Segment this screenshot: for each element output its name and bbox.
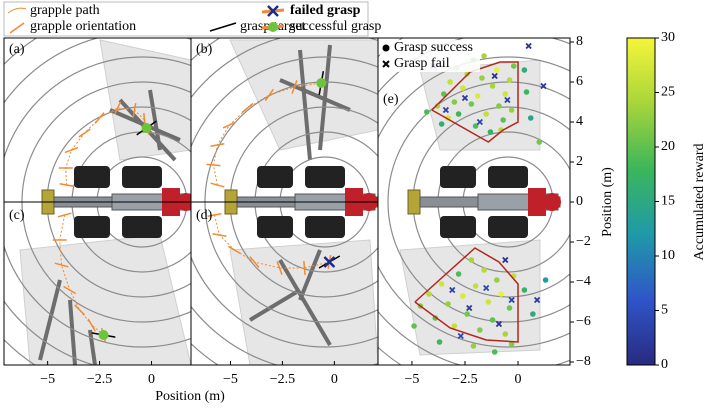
colorbar-tick-label: 15 bbox=[661, 194, 675, 209]
grasp-success-point bbox=[481, 53, 487, 59]
grasp-success-point bbox=[492, 349, 498, 355]
grasp-success-point bbox=[490, 83, 496, 89]
legend-label: successful grasp bbox=[290, 19, 381, 34]
grasp-success-point bbox=[530, 311, 536, 317]
x-tick-label: 0 bbox=[331, 372, 338, 387]
x-tick-label: −5 bbox=[40, 372, 55, 387]
grasp-fail-point bbox=[526, 44, 531, 49]
grasp-success-point bbox=[471, 343, 477, 349]
y-tick-label: 0 bbox=[576, 194, 583, 209]
grasp-success-point bbox=[460, 85, 466, 91]
y-tick-label: 8 bbox=[576, 34, 583, 49]
grasp-success-point bbox=[543, 277, 549, 283]
y-tick-label: −8 bbox=[576, 354, 591, 369]
grapple-orientation bbox=[206, 164, 220, 165]
grasp-success-point bbox=[486, 299, 492, 305]
y-tick-label: −2 bbox=[576, 234, 591, 249]
panel-label: (a) bbox=[9, 42, 25, 57]
legend-icon bbox=[268, 22, 278, 32]
grapple-orientation bbox=[223, 122, 236, 128]
x-tick-label: −5 bbox=[223, 372, 238, 387]
legend-icon bbox=[383, 45, 390, 52]
x-tick-label: −2.5 bbox=[270, 372, 295, 387]
grasp-success-point bbox=[469, 257, 475, 263]
grapple-orientation bbox=[65, 148, 78, 153]
colorbar-tick-label: 25 bbox=[661, 85, 675, 100]
y-tick-label: −6 bbox=[576, 314, 591, 329]
y-tick-label: −4 bbox=[576, 274, 591, 289]
grasp-success-point bbox=[494, 277, 500, 283]
grasp-success-point bbox=[439, 121, 445, 127]
panel-label: (c) bbox=[9, 208, 25, 223]
grasp-success-point bbox=[488, 129, 494, 135]
grasp-success-point bbox=[522, 287, 528, 293]
colorbar-tick-label: 0 bbox=[661, 357, 668, 372]
panel-label: (b) bbox=[196, 42, 213, 57]
panel-label: (d) bbox=[196, 208, 213, 223]
legend-label: failed grasp bbox=[290, 3, 361, 18]
grasp-success-point bbox=[473, 283, 479, 289]
x-tick-label: −2.5 bbox=[452, 372, 477, 387]
legend-label: Grasp success bbox=[394, 40, 473, 55]
colorbar bbox=[627, 38, 655, 365]
grasp-success-point bbox=[511, 63, 517, 69]
grasp-success-point bbox=[445, 301, 451, 307]
grasp-success-point bbox=[507, 305, 513, 311]
grasp-success-point bbox=[477, 327, 483, 333]
grasp-success-point bbox=[483, 111, 489, 117]
y-tick-label: 6 bbox=[576, 74, 583, 89]
grasp-success-point bbox=[500, 117, 506, 123]
grasp-success-point bbox=[456, 271, 462, 277]
grasp-success-point bbox=[456, 111, 462, 117]
grasp-success-point bbox=[452, 99, 458, 105]
colorbar-label: Accumulated reward bbox=[692, 144, 707, 261]
grasp-success-point bbox=[536, 139, 542, 145]
grasp-success-point bbox=[481, 267, 487, 273]
colorbar-tick-label: 5 bbox=[661, 303, 668, 318]
x-tick-label: −2.5 bbox=[87, 372, 112, 387]
x-axis-label: Position (m) bbox=[155, 389, 225, 404]
grasp-success-point bbox=[464, 311, 470, 317]
figure: Position (m) Position (m) Accumulated re… bbox=[0, 0, 722, 411]
grasp-success-point bbox=[424, 109, 430, 115]
colorbar-tick-label: 30 bbox=[661, 30, 675, 45]
grasp-success-point bbox=[509, 107, 515, 113]
grasp-success-point bbox=[522, 67, 528, 73]
y-tick-label: 4 bbox=[576, 114, 583, 129]
x-tick-label: 0 bbox=[515, 372, 522, 387]
grasp-success-point bbox=[528, 115, 534, 121]
grasp-success-point bbox=[507, 77, 513, 83]
legend-label: grapple path bbox=[30, 3, 100, 18]
grasp-success-point bbox=[475, 93, 481, 99]
y-tick-label: 2 bbox=[576, 154, 583, 169]
colorbar-tick-label: 10 bbox=[661, 248, 675, 263]
successful-grasp bbox=[142, 123, 152, 133]
grasp-success-point bbox=[437, 339, 443, 345]
grasp-success-point bbox=[498, 291, 504, 297]
grasp-success-point bbox=[439, 281, 445, 287]
grasp-success-point bbox=[479, 75, 485, 81]
successful-grasp bbox=[99, 330, 109, 340]
grasp-success-point bbox=[490, 317, 496, 323]
grasp-success-point bbox=[460, 293, 466, 299]
panel-label: (e) bbox=[383, 92, 399, 107]
grasp-success-point bbox=[502, 91, 508, 97]
legend-label: grapple orientation bbox=[30, 19, 136, 34]
grasp-success-point bbox=[496, 103, 502, 109]
grasp-success-point bbox=[502, 331, 508, 337]
grasp-success-point bbox=[411, 323, 417, 329]
x-tick-label: 0 bbox=[148, 372, 155, 387]
grapple-orientation bbox=[213, 234, 227, 236]
colorbar-tick-label: 20 bbox=[661, 139, 675, 154]
tractor bbox=[408, 166, 560, 238]
grasp-success-point bbox=[447, 79, 453, 85]
successful-grasp bbox=[316, 78, 326, 88]
y-axis-label: Position (m) bbox=[600, 167, 615, 237]
legend-label: Grasp fail bbox=[394, 56, 450, 71]
grasp-success-point bbox=[469, 101, 475, 107]
grasp-success-point bbox=[494, 67, 500, 73]
x-tick-label: −5 bbox=[404, 372, 419, 387]
grasp-success-point bbox=[524, 89, 530, 95]
grasp-success-point bbox=[452, 323, 458, 329]
